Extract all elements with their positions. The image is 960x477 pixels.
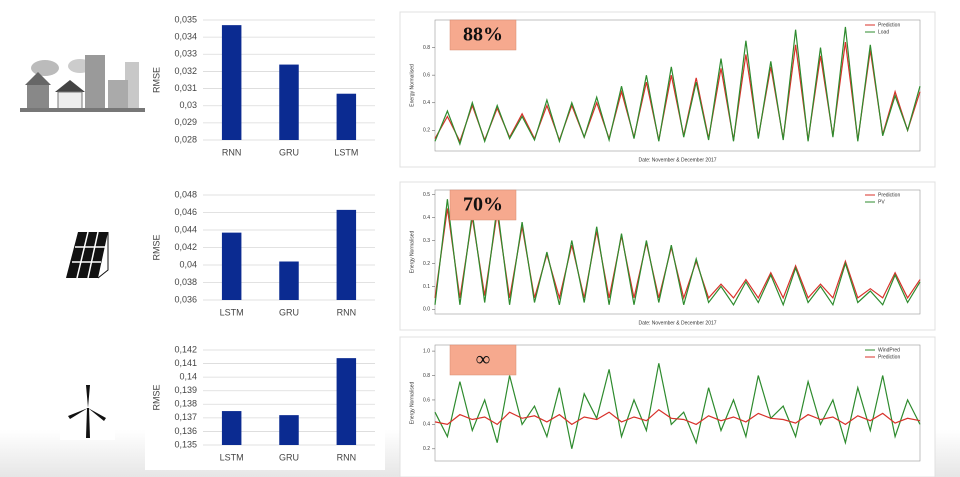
- y-axis-label: RMSE: [151, 67, 161, 93]
- y-tick-label: 0,044: [174, 224, 197, 234]
- y-tick-label: 0,031: [174, 83, 197, 93]
- y-tick-label: 0,138: [174, 399, 197, 409]
- y-tick-label: 0,142: [174, 344, 197, 354]
- y-tick-label: 0,136: [174, 426, 197, 436]
- wind-turbine-icon: [60, 375, 115, 440]
- legend-label: Prediction: [878, 354, 900, 360]
- x-tick-label: GRU: [279, 147, 299, 157]
- x-axis-label: Date: November & December 2017: [638, 157, 716, 163]
- plot-frame: [434, 19, 921, 152]
- plot-frame: [434, 344, 921, 462]
- bar: [221, 232, 242, 300]
- y-tick-label: 0,03: [179, 100, 197, 110]
- y-tick-label: 0,046: [174, 207, 197, 217]
- legend-label: WindPred: [878, 347, 900, 353]
- y-tick-label: 0,139: [174, 385, 197, 395]
- y-tick-label: 0.3: [423, 238, 430, 244]
- x-tick-label: GRU: [279, 452, 299, 462]
- accuracy-badge-box: [449, 19, 517, 51]
- y-tick-label: 0.2: [423, 446, 430, 452]
- x-tick-label: RNN: [337, 452, 357, 462]
- accuracy-badge: 88%: [463, 24, 503, 46]
- accuracy-badge: ∞: [476, 349, 490, 371]
- accuracy-badge-box: [449, 189, 517, 221]
- y-axis-label: Energy Normalised: [409, 64, 415, 107]
- plot-frame: [434, 189, 921, 315]
- accuracy-badge: 70%: [463, 194, 503, 216]
- solar-panel-icon: [66, 231, 109, 279]
- x-tick-label: LSTM: [220, 307, 244, 317]
- legend-label: Prediction: [878, 22, 900, 28]
- x-tick-label: LSTM: [220, 452, 244, 462]
- y-tick-label: 0.6: [423, 397, 430, 403]
- bar: [279, 415, 299, 445]
- series-line: [434, 408, 921, 426]
- y-tick-label: 0,14: [179, 372, 197, 382]
- y-tick-label: 0,04: [179, 259, 197, 269]
- y-tick-label: 0.6: [423, 72, 430, 78]
- y-tick-label: 0,034: [174, 32, 197, 42]
- y-tick-label: 0.5: [423, 192, 430, 198]
- y-tick-label: 0.8: [423, 373, 430, 379]
- y-tick-label: 1.0: [423, 348, 430, 354]
- series-line: [434, 26, 921, 146]
- y-tick-label: 0,032: [174, 66, 197, 76]
- bar: [336, 209, 357, 300]
- y-tick-label: 0,036: [174, 294, 197, 304]
- y-tick-label: 0.8: [423, 45, 430, 51]
- y-tick-label: 0.1: [423, 284, 430, 290]
- y-tick-label: 0.4: [423, 100, 430, 106]
- y-tick-label: 0,135: [174, 439, 197, 449]
- y-tick-label: 0,042: [174, 242, 197, 252]
- y-axis-label: RMSE: [151, 234, 161, 260]
- bar: [221, 25, 242, 141]
- series-line: [434, 199, 921, 307]
- y-tick-label: 0.4: [423, 215, 430, 221]
- legend-label: Prediction: [878, 192, 900, 198]
- bar: [221, 411, 242, 445]
- x-axis-label: Date: November & December 2017: [638, 320, 716, 326]
- y-tick-label: 0,029: [174, 117, 197, 127]
- x-tick-label: RNN: [337, 307, 357, 317]
- y-tick-label: 0.2: [423, 128, 430, 134]
- legend-label: PV: [878, 199, 885, 205]
- bar: [279, 261, 299, 300]
- x-tick-label: RNN: [222, 147, 242, 157]
- y-tick-label: 0,035: [174, 14, 197, 24]
- y-tick-label: 0,028: [174, 134, 197, 144]
- bar: [336, 358, 357, 445]
- accuracy-badge-box: [449, 344, 517, 376]
- y-tick-label: 0.2: [423, 261, 430, 267]
- y-axis-label: RMSE: [151, 384, 161, 410]
- x-tick-label: LSTM: [334, 147, 358, 157]
- y-axis-label: Energy Normalised: [409, 231, 415, 274]
- y-tick-label: 0,141: [174, 358, 197, 368]
- city-icon: [15, 40, 145, 115]
- y-tick-label: 0.0: [423, 307, 430, 313]
- y-tick-label: 0,038: [174, 277, 197, 287]
- bar: [279, 64, 299, 140]
- x-tick-label: GRU: [279, 307, 299, 317]
- bar: [336, 93, 357, 140]
- y-tick-label: 0.4: [423, 422, 430, 428]
- y-tick-label: 0,137: [174, 412, 197, 422]
- y-axis-label: Energy Normalised: [409, 382, 415, 425]
- y-tick-label: 0,048: [174, 189, 197, 199]
- y-tick-label: 0,033: [174, 49, 197, 59]
- legend-label: Load: [878, 29, 889, 35]
